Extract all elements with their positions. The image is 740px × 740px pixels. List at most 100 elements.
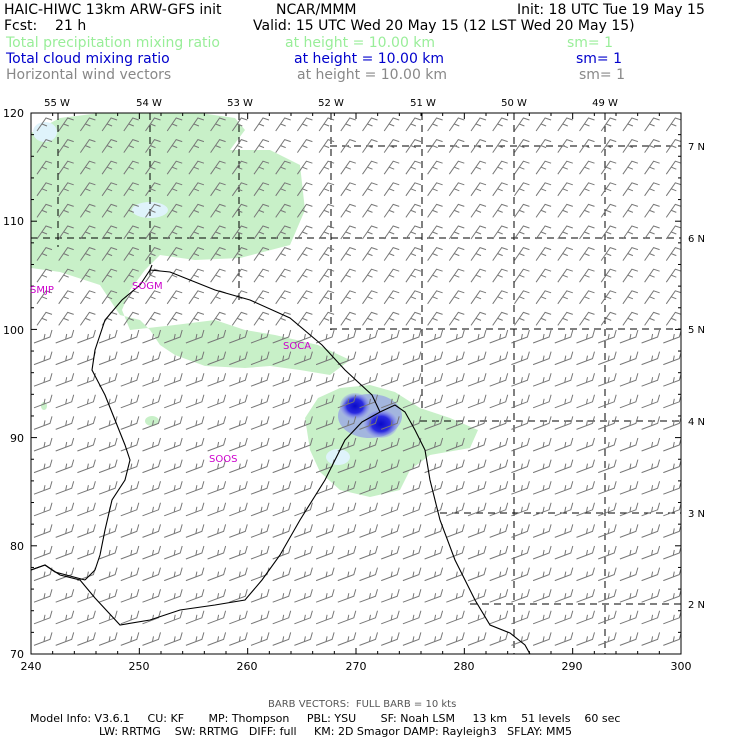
- wind-barb: [513, 182, 530, 197]
- wind-barb: [294, 502, 313, 517]
- wind-barb: [207, 502, 227, 517]
- wind-barb: [229, 394, 248, 409]
- wind-barb: [123, 160, 139, 175]
- wind-barb: [123, 225, 139, 240]
- wind-barb: [641, 589, 661, 603]
- wind-barb: [33, 502, 53, 517]
- wind-barb: [641, 459, 661, 474]
- wind-barb: [641, 567, 661, 582]
- wind-barb: [33, 589, 53, 603]
- wind-barb: [600, 160, 617, 175]
- wind-barb: [185, 589, 205, 603]
- wind-barb: [318, 268, 335, 283]
- x-tick-label: 240: [21, 660, 42, 673]
- wind-barb: [446, 459, 465, 474]
- wind-barb: [253, 311, 270, 326]
- wind-barb: [294, 632, 313, 646]
- wind-barb: [405, 160, 422, 175]
- wind-barb: [250, 373, 270, 387]
- wind-barb: [489, 502, 509, 517]
- wind-barb: [120, 610, 140, 625]
- wind-barb: [448, 225, 465, 240]
- wind-barb: [663, 589, 681, 603]
- forecast-hour: Fcst: 21 h: [4, 18, 87, 34]
- wind-barb: [318, 203, 335, 218]
- wind-barb: [619, 545, 639, 560]
- lon-label: 53 W: [227, 98, 253, 109]
- wind-barb: [619, 502, 639, 517]
- wind-barb: [250, 481, 270, 495]
- wind-barb: [405, 268, 422, 283]
- wind-barb: [554, 545, 574, 560]
- wind-barb: [253, 203, 270, 218]
- wind-barb: [58, 203, 74, 218]
- wind-barb: [619, 610, 639, 625]
- wind-barb: [188, 139, 205, 153]
- wind-barb: [166, 182, 183, 197]
- wind-barb: [641, 373, 661, 387]
- wind-barb: [142, 545, 161, 560]
- wind-barb: [98, 329, 118, 344]
- wind-barb: [33, 373, 53, 387]
- wind-barb: [359, 524, 378, 538]
- wind-barb: [272, 524, 292, 538]
- wind-barb: [641, 610, 661, 625]
- wind-barb: [576, 610, 595, 625]
- wind-barb: [250, 351, 270, 366]
- wind-barb: [446, 351, 465, 366]
- lon-label: 55 W: [44, 98, 70, 109]
- wind-barb: [446, 610, 465, 625]
- wind-barb: [535, 311, 552, 326]
- wind-barb: [619, 632, 639, 646]
- wind-barb: [231, 182, 248, 197]
- wind-barb: [123, 247, 139, 261]
- wind-barb: [120, 373, 140, 387]
- model-title: HAIC-HIWC 13km ARW-GFS init: [4, 2, 222, 18]
- wind-barb: [663, 394, 681, 409]
- wind-barb: [641, 524, 661, 538]
- wind-barb: [272, 329, 292, 344]
- wind-barb: [424, 416, 444, 430]
- wind-barb: [511, 481, 530, 495]
- wind-barb: [359, 373, 378, 387]
- wind-barb: [663, 481, 681, 495]
- wind-barb: [231, 268, 248, 283]
- wind-barb: [535, 268, 552, 283]
- wind-barb: [123, 268, 139, 283]
- wind-barb: [467, 373, 487, 387]
- wind-barb: [120, 416, 140, 430]
- wind-barb: [511, 610, 530, 625]
- wind-barb: [33, 524, 53, 538]
- wind-barb: [644, 160, 660, 175]
- wind-barb: [142, 437, 161, 452]
- wind-barb: [470, 117, 487, 132]
- wind-barb: [210, 160, 226, 175]
- wind-barb: [359, 459, 378, 474]
- wind-barb: [296, 225, 313, 240]
- wind-barb: [315, 394, 335, 409]
- wind-barb: [619, 437, 639, 452]
- wind-barb: [120, 394, 140, 409]
- wind-barb: [55, 459, 75, 474]
- wind-barb: [535, 117, 552, 132]
- wind-barb: [79, 247, 96, 261]
- wind-barb: [579, 117, 595, 132]
- wind-barb: [275, 160, 291, 175]
- wind-barb: [318, 117, 335, 132]
- wind-barb: [511, 329, 530, 344]
- wind-barb: [383, 139, 400, 153]
- wind-barb: [665, 311, 681, 326]
- wind-barb: [250, 610, 270, 625]
- wind-barb: [532, 502, 552, 517]
- wind-barb: [576, 632, 595, 646]
- wind-barb: [644, 117, 660, 132]
- wind-barb: [185, 481, 205, 495]
- wind-barb: [340, 290, 356, 305]
- wind-barb: [598, 524, 617, 538]
- wind-barb: [402, 610, 422, 625]
- wind-barb: [185, 416, 205, 430]
- wind-barb: [489, 567, 509, 582]
- wind-barb: [641, 329, 661, 344]
- wind-barb: [402, 632, 422, 646]
- wind-barb: [145, 203, 161, 218]
